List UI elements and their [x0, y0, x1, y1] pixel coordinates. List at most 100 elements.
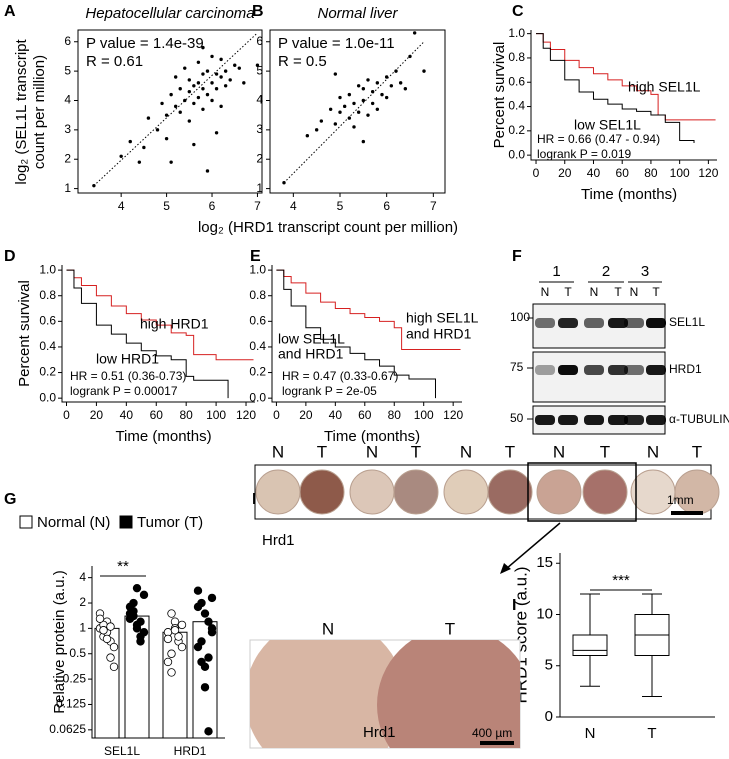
point: [132, 624, 142, 633]
point: [223, 69, 228, 73]
point: [375, 107, 380, 111]
point: [210, 54, 214, 59]
point: [160, 101, 164, 106]
point: [214, 72, 219, 76]
point: [192, 142, 196, 147]
point: [214, 131, 219, 135]
point: [167, 649, 176, 658]
x-axis-label: Time (months): [115, 428, 211, 445]
tissue-core: [299, 469, 345, 515]
point: [95, 614, 105, 623]
lane-label: T: [614, 285, 622, 299]
point: [201, 87, 205, 91]
point: [163, 657, 173, 667]
point: [204, 617, 213, 626]
axes-frame: [61, 265, 255, 403]
sample-label: 1: [552, 263, 560, 280]
point: [352, 101, 356, 106]
x-tick-label: HRD1: [174, 744, 207, 758]
x-tick-label: 100: [670, 166, 690, 180]
x-tick-label: 40: [329, 408, 343, 422]
tissue-core: [255, 469, 301, 515]
band: [624, 415, 644, 425]
legend-label: Normal (N): [37, 514, 110, 531]
annotation: R = 0.61: [86, 53, 143, 70]
point: [228, 78, 232, 82]
x-tick-label: SEL1L: [104, 744, 140, 758]
sample-label: 3: [641, 263, 649, 280]
y-tick-label: 5: [64, 63, 71, 77]
point: [187, 119, 192, 123]
y-tick-label: 0.2: [249, 365, 266, 379]
point: [361, 87, 366, 91]
core-label: N: [647, 442, 659, 461]
point: [361, 139, 366, 144]
zoom-label: T: [445, 619, 455, 638]
x-tick-label: 20: [558, 166, 572, 180]
significance: **: [117, 558, 129, 575]
x-tick-label: 20: [90, 408, 104, 422]
band: [624, 318, 644, 328]
y-tick-label: 0.4: [249, 339, 266, 353]
point: [210, 81, 214, 85]
core-label: N: [553, 442, 565, 461]
y-axis-label: log₂ (SEL1L transcript: [13, 39, 30, 185]
x-tick-label: 0: [273, 408, 280, 422]
chart-title: Hepatocellular carcinoma: [85, 5, 254, 22]
point: [129, 606, 138, 616]
y-tick-label: 4: [79, 570, 86, 584]
point: [192, 84, 196, 88]
point: [375, 81, 380, 85]
y-tick-label: 0.0625: [49, 722, 86, 736]
point: [164, 136, 169, 141]
legend-label: Tumor (T): [137, 514, 203, 531]
core-label: N: [460, 442, 472, 461]
point: [170, 626, 180, 635]
zoom-core: [250, 640, 405, 748]
point: [333, 72, 338, 76]
point: [132, 583, 142, 593]
survival-curve: [536, 33, 695, 143]
point: [210, 98, 214, 103]
y-tick-label: 2: [256, 151, 263, 165]
point: [196, 81, 201, 85]
annotation: P value = 1.0e-11: [278, 35, 395, 52]
panel-label: G: [4, 491, 16, 508]
series-label: high HRD1: [140, 316, 209, 332]
point: [173, 75, 178, 79]
point: [142, 145, 146, 150]
y-tick-label: 15: [536, 554, 553, 571]
protein-label: SEL1L: [669, 315, 705, 329]
panel-label: E: [250, 248, 261, 265]
y-tick-label: 0.6: [508, 74, 525, 88]
survival-curve: [66, 269, 254, 361]
x-tick-label: 100: [206, 408, 226, 422]
scale-bar: [480, 741, 514, 745]
point: [319, 119, 324, 123]
y-tick-label: 0.6: [39, 314, 56, 328]
annotation: HR = 0.51 (0.36-0.73): [70, 369, 186, 383]
band: [646, 365, 666, 375]
annotation: logrank P = 2e-05: [282, 384, 377, 398]
point: [361, 98, 366, 103]
point: [193, 586, 203, 595]
x-axis-label: Time (months): [581, 186, 677, 203]
mw-marker: 100: [510, 310, 530, 324]
point: [219, 75, 223, 79]
x-tick-label: 80: [388, 408, 402, 422]
y-axis-label: Relative protein (a.u.): [51, 570, 68, 713]
band: [558, 415, 578, 425]
y-tick-label: 5: [545, 657, 553, 674]
protein-label: HRD1: [669, 362, 702, 376]
scale-label: 1mm: [667, 493, 694, 507]
survival-curve: [276, 269, 461, 351]
annotation: HR = 0.66 (0.47 - 0.94): [537, 132, 660, 146]
point: [109, 662, 119, 671]
band: [646, 415, 666, 425]
point: [403, 87, 408, 91]
y-tick-label: 1.0: [249, 262, 266, 276]
x-tick-label: 120: [443, 408, 463, 422]
significance: ***: [612, 572, 630, 589]
y-axis-label: Percent survival: [16, 280, 33, 387]
core-label: T: [692, 442, 702, 461]
